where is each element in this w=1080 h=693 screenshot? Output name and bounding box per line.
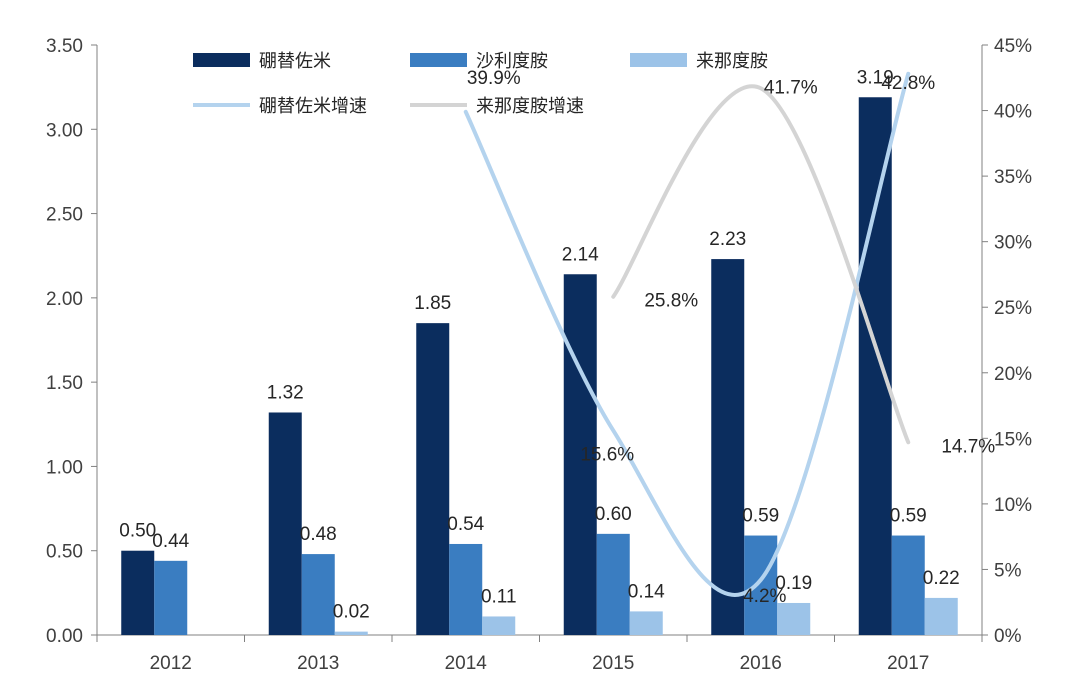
bar-硼替佐米-2013 [268,412,302,635]
bar-硼替佐米-2015 [563,274,597,635]
bar-来那度胺-2016 [777,602,811,635]
bar-硼替佐米-2017 [858,97,892,635]
left-tick-label: 3.00 [46,120,83,141]
legend-swatch-沙利度胺 [410,53,467,67]
data-label: 39.9% [467,68,521,89]
data-label: 0.02 [333,602,370,623]
bar-沙利度胺-2015 [596,533,630,635]
bar-沙利度胺-2016 [744,535,778,635]
left-tick-label: 2.50 [46,205,83,226]
left-tick-label: 1.00 [46,457,83,478]
right-tick-label: 0% [994,626,1022,647]
data-label: 0.50 [119,521,156,542]
right-tick-label: 5% [994,560,1022,581]
bar-硼替佐米-2016 [711,259,745,635]
legend-label-来那度胺: 来那度胺 [696,51,768,72]
bar-来那度胺-2015 [629,611,663,635]
data-label: 1.85 [414,293,451,314]
right-tick-label: 30% [994,233,1032,254]
data-label: 0.59 [742,506,779,527]
data-label: 0.11 [481,586,517,607]
data-label: 0.22 [923,568,960,589]
data-label: 0.54 [447,514,484,535]
data-label: 0.19 [775,573,812,594]
bar-来那度胺-2017 [924,597,958,635]
legend-label-硼替佐米增速: 硼替佐米增速 [259,96,367,117]
data-label: 0.60 [595,504,632,525]
bar-沙利度胺-2013 [301,554,335,635]
bar-来那度胺-2014 [482,616,516,635]
data-label: 2.14 [562,244,599,265]
right-tick-label: 40% [994,102,1032,123]
data-label: 41.7% [764,77,818,98]
right-tick-label: 25% [994,298,1032,319]
data-label: 1.32 [267,382,304,403]
line-来那度胺增速 [611,84,911,445]
right-tick-label: 45% [994,36,1032,57]
left-tick-label: 0.50 [46,542,83,563]
data-label: 4.2% [743,586,786,607]
left-tick-label: 3.50 [46,36,83,57]
left-tick-label: 0.00 [46,626,83,647]
bar-来那度胺-2013 [334,631,368,635]
x-tick-label: 2017 [887,653,929,674]
right-tick-label: 15% [994,429,1032,450]
x-tick-label: 2015 [592,653,634,674]
legend-swatch-来那度胺 [630,53,687,67]
x-tick-label: 2014 [445,653,488,674]
right-tick-label: 10% [994,495,1032,516]
bar-硼替佐米-2014 [416,323,450,635]
right-tick-label: 35% [994,167,1032,188]
bar-沙利度胺-2017 [891,535,925,635]
legend-label-硼替佐米: 硼替佐米 [259,51,331,72]
x-tick-label: 2016 [740,653,782,674]
data-label: 25.8% [644,291,698,312]
bar-沙利度胺-2012 [154,560,188,635]
x-tick-label: 2013 [297,653,339,674]
bar-硼替佐米-2012 [121,550,155,635]
right-tick-label: 20% [994,364,1032,385]
legend-label-沙利度胺: 沙利度胺 [476,51,548,72]
left-tick-label: 1.50 [46,373,83,394]
bar-沙利度胺-2014 [449,543,483,635]
data-label: 0.48 [300,524,337,545]
legend-label-来那度胺增速: 来那度胺增速 [476,96,584,117]
data-label: 0.59 [890,506,927,527]
data-label: 14.7% [941,436,995,457]
x-tick-label: 2012 [150,653,192,674]
legend-swatch-硼替佐米 [193,53,250,67]
data-label: 42.8% [881,73,935,94]
data-label: 0.14 [628,581,665,602]
left-tick-label: 2.00 [46,289,83,310]
data-label: 15.6% [580,444,634,465]
data-label: 2.23 [709,229,746,250]
data-label: 0.44 [152,531,189,552]
data-label: 3.19 [857,67,894,88]
